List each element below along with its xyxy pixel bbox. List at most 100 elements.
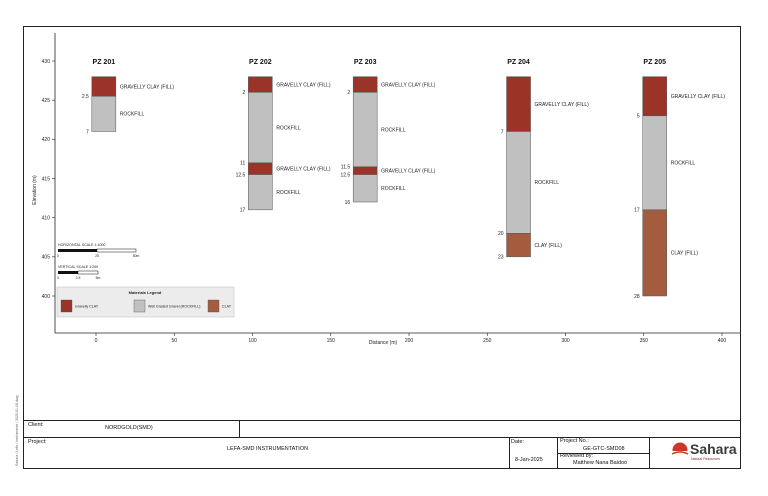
borehole-layer bbox=[248, 162, 273, 175]
depth-label: 28 bbox=[634, 294, 640, 300]
y-tick-label: 415 bbox=[42, 176, 51, 182]
vertical-scale-tick: 0 bbox=[57, 276, 59, 280]
layer-label: ROCKFILL bbox=[276, 125, 301, 131]
borehole-layer bbox=[352, 76, 378, 93]
layer-label: ROCKFILL bbox=[535, 180, 560, 186]
client-label: Client: bbox=[28, 422, 44, 428]
vertical-scale-tick: 2.5 bbox=[76, 276, 81, 280]
layer-label: ROCKFILL bbox=[276, 190, 301, 196]
x-tick-label: 200 bbox=[405, 338, 414, 344]
borehole-layer bbox=[352, 92, 378, 167]
vertical-scale-bar-light bbox=[77, 270, 99, 275]
x-tick-label: 300 bbox=[561, 338, 570, 344]
depth-label: 12.5 bbox=[340, 172, 350, 178]
reviewed-value: Matthew Nana Baidoo bbox=[573, 460, 628, 466]
depth-label: 23 bbox=[498, 255, 504, 261]
x-tick-label: 50 bbox=[171, 338, 177, 344]
depth-label: 16 bbox=[345, 200, 351, 206]
project-label: Project: bbox=[28, 439, 47, 445]
borehole-layer bbox=[352, 174, 378, 203]
layer-label: CLAY (FILL) bbox=[535, 243, 563, 249]
project-no-label: Project No.: bbox=[560, 438, 589, 444]
horizontal-scale-bar-light bbox=[96, 248, 137, 253]
borehole-layer bbox=[248, 174, 273, 211]
layer-label: ROCKFILL bbox=[671, 161, 696, 167]
legend-swatch bbox=[60, 299, 73, 313]
y-tick-label: 400 bbox=[42, 294, 51, 300]
file-path-note: Sahara / Lefa / Instruments / 2025-01-08… bbox=[15, 395, 19, 466]
borehole-layer bbox=[506, 76, 531, 132]
client-value: NORDGOLD(SMD) bbox=[105, 425, 153, 431]
x-tick-label: 250 bbox=[483, 338, 492, 344]
borehole-layer bbox=[506, 131, 531, 234]
legend-swatch bbox=[133, 299, 146, 313]
date-value: 8-Jan-2025 bbox=[515, 457, 543, 463]
depth-label: 17 bbox=[240, 208, 246, 214]
layer-label: GRAVELLY CLAY (FILL) bbox=[671, 94, 726, 100]
depth-label: 7 bbox=[501, 129, 504, 135]
legend-box bbox=[56, 286, 235, 318]
borehole-layer bbox=[248, 76, 273, 93]
horizontal-scale-title: HORIZONTAL SCALE 1:1000 bbox=[58, 243, 106, 247]
layer-label: ROCKFILL bbox=[120, 112, 145, 118]
borehole-title: PZ 204 bbox=[507, 59, 530, 66]
borehole-title: PZ 203 bbox=[354, 59, 377, 66]
layer-label: GRAVELLY CLAY (FILL) bbox=[381, 168, 436, 174]
borehole-title: PZ 205 bbox=[643, 59, 666, 66]
logo-subtitle: Natural Resources bbox=[691, 457, 720, 461]
y-tick-label: 425 bbox=[42, 98, 51, 104]
drawing-sheet bbox=[23, 26, 741, 469]
depth-label: 7 bbox=[86, 129, 89, 135]
depth-label: 11.5 bbox=[341, 165, 351, 171]
layer-label: CLAY (FILL) bbox=[671, 251, 699, 257]
legend-label: CLAY bbox=[222, 305, 232, 309]
y-tick-label: 420 bbox=[42, 137, 51, 143]
borehole-layer bbox=[91, 96, 117, 132]
depth-label: 11 bbox=[240, 161, 245, 167]
y-tick-label: 410 bbox=[42, 215, 51, 221]
horizontal-scale-tick: 50m bbox=[133, 254, 140, 258]
depth-label: 20 bbox=[498, 231, 504, 237]
project-no-value: GE-GTC-SMD08 bbox=[583, 446, 625, 452]
x-tick-label: 100 bbox=[248, 338, 257, 344]
layer-label: ROCKFILL bbox=[381, 127, 406, 133]
horizontal-scale-bar-dark bbox=[58, 249, 97, 252]
horizontal-scale-tick: 0 bbox=[57, 254, 59, 258]
borehole-layer bbox=[352, 166, 378, 175]
legend-label: Well Graded Gravel (ROCKFILL) bbox=[148, 305, 200, 309]
borehole-layer bbox=[642, 209, 667, 297]
layer-label: GRAVELLY CLAY (FILL) bbox=[276, 82, 331, 88]
borehole-title: PZ 202 bbox=[249, 59, 272, 66]
x-tick-label: 0 bbox=[95, 338, 98, 344]
x-tick-label: 150 bbox=[327, 338, 336, 344]
depth-label: 17 bbox=[634, 208, 640, 214]
depth-label: 12.5 bbox=[236, 172, 246, 178]
x-axis-title: Distance (m) bbox=[369, 340, 398, 346]
vertical-scale-tick: 5m bbox=[96, 276, 101, 280]
layer-label: ROCKFILL bbox=[381, 186, 406, 192]
borehole-layer bbox=[248, 92, 273, 164]
sahara-logo-icon bbox=[671, 442, 689, 459]
title-block: Client: NORDGOLD(SMD) Project: LEFA-SMD … bbox=[23, 420, 741, 469]
borehole-layer bbox=[506, 233, 531, 258]
legend-title: Materials Legend bbox=[129, 290, 162, 295]
depth-label: 2.5 bbox=[82, 94, 89, 100]
x-tick-label: 400 bbox=[718, 338, 727, 344]
legend-swatch bbox=[207, 299, 220, 313]
depth-label: 5 bbox=[637, 114, 640, 120]
depth-label: 2 bbox=[243, 90, 246, 96]
layer-label: GRAVELLY CLAY (FILL) bbox=[381, 82, 436, 88]
layer-label: GRAVELLY CLAY (FILL) bbox=[276, 167, 331, 173]
project-value: LEFA-SMD INSTRUMENTATION bbox=[227, 446, 309, 452]
borehole-layer bbox=[91, 76, 117, 97]
borehole-layer bbox=[642, 115, 667, 211]
layer-label: GRAVELLY CLAY (FILL) bbox=[120, 84, 175, 90]
borehole-layer bbox=[642, 76, 667, 117]
y-axis-title: Elevation (m) bbox=[32, 175, 38, 205]
legend-label: Gravelly CLAY bbox=[75, 305, 99, 309]
vertical-scale-title: VERTICAL SCALE 1:200 bbox=[58, 265, 98, 269]
horizontal-scale-tick: 25 bbox=[95, 254, 99, 258]
depth-label: 2 bbox=[347, 90, 350, 96]
date-label: Date: bbox=[511, 439, 525, 445]
borehole-title: PZ 201 bbox=[93, 59, 116, 66]
